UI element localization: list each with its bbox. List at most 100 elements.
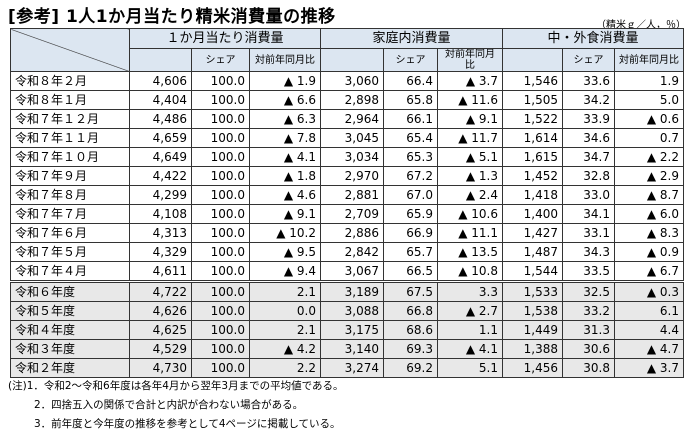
- page-title: [参考] 1人1か月当たり精米消費量の推移: [8, 7, 336, 27]
- header-blank: [502, 48, 563, 72]
- cell-dining-out-yoy: 5.0: [614, 90, 684, 110]
- cell-dining-out-yoy: ▲ 2.2: [614, 147, 684, 167]
- cell-dining-out-yoy: ▲ 0.9: [614, 242, 684, 262]
- cell-home-share: 66.4: [383, 71, 438, 91]
- cell-total: 4,730: [129, 358, 192, 378]
- cell-home-share: 66.8: [383, 301, 438, 321]
- cell-total-yoy: ▲ 10.2: [249, 223, 321, 243]
- cell-total: 4,404: [129, 90, 192, 110]
- month-row: 令和７年９月 4,422 100.0 ▲ 1.8 2,970 67.2 ▲ 1.3 1,452…: [10, 166, 684, 186]
- row-label: 令和７年６月: [10, 223, 130, 243]
- cell-dining-out: 1,456: [502, 358, 563, 378]
- cell-home: 2,964: [320, 109, 384, 129]
- cell-dining-out: 1,418: [502, 185, 563, 205]
- cell-total-yoy: ▲ 9.1: [249, 204, 321, 224]
- cell-dining-out-share: 30.8: [562, 358, 615, 378]
- cell-home-share: 68.6: [383, 320, 438, 340]
- cell-dining-out-share: 34.7: [562, 147, 615, 167]
- cell-total: 4,313: [129, 223, 192, 243]
- cell-total-yoy: ▲ 6.6: [249, 90, 321, 110]
- cell-dining-out-share: 33.5: [562, 261, 615, 282]
- month-row: 令和７年５月 4,329 100.0 ▲ 9.5 2,842 65.7 ▲ 13.5 1,48…: [10, 242, 684, 262]
- row-label: 令和７年１０月: [10, 147, 130, 167]
- cell-total-share: 100.0: [191, 204, 250, 224]
- month-row: 令和７年１０月 4,649 100.0 ▲ 4.1 3,034 65.3 ▲ 5.1 1,61…: [10, 147, 684, 167]
- cell-home-yoy: ▲ 4.1: [437, 339, 503, 359]
- fiscal-year-row: 令和４年度 4,625 100.0 2.1 3,175 68.6 1.1 1,449 31.3 4…: [10, 320, 684, 340]
- cell-home: 3,140: [320, 339, 384, 359]
- cell-dining-out-yoy: 1.9: [614, 71, 684, 91]
- cell-dining-out: 1,533: [502, 280, 563, 302]
- cell-dining-out: 1,487: [502, 242, 563, 262]
- cell-home-share: 65.3: [383, 147, 438, 167]
- cell-home-share: 65.4: [383, 128, 438, 148]
- cell-home: 3,088: [320, 301, 384, 321]
- cell-home: 2,886: [320, 223, 384, 243]
- cell-total-share: 100.0: [191, 242, 250, 262]
- cell-total: 4,649: [129, 147, 192, 167]
- cell-home-yoy: ▲ 5.1: [437, 147, 503, 167]
- cell-dining-out-yoy: 0.7: [614, 128, 684, 148]
- cell-home: 2,842: [320, 242, 384, 262]
- cell-dining-out-share: 34.3: [562, 242, 615, 262]
- cell-total-yoy: 2.2: [249, 358, 321, 378]
- row-label: 令和７年１２月: [10, 109, 130, 129]
- cell-dining-out-share: 33.0: [562, 185, 615, 205]
- cell-total-share: 100.0: [191, 223, 250, 243]
- header-home-consumption: 家庭内消費量: [320, 28, 503, 49]
- cell-total-yoy: 0.0: [249, 301, 321, 321]
- cell-dining-out-yoy: 6.1: [614, 301, 684, 321]
- cell-total: 4,722: [129, 280, 192, 302]
- cell-total: 4,108: [129, 204, 192, 224]
- note-1: (注)1．令和2～令和6年度は各年4月から翌年3月までの平均値である。: [8, 380, 344, 392]
- cell-total-yoy: ▲ 9.4: [249, 261, 321, 282]
- cell-total: 4,486: [129, 109, 192, 129]
- cell-home: 3,067: [320, 261, 384, 282]
- month-row: 令和８年２月 4,606 100.0 ▲ 1.9 3,060 66.4 ▲ 3.7 1,546…: [10, 71, 684, 91]
- cell-dining-out-share: 30.6: [562, 339, 615, 359]
- cell-dining-out-yoy: ▲ 2.9: [614, 166, 684, 186]
- header-share: シェア: [383, 48, 438, 72]
- cell-total-share: 100.0: [191, 166, 250, 186]
- cell-total-share: 100.0: [191, 128, 250, 148]
- month-row: 令和７年１１月 4,659 100.0 ▲ 7.8 3,045 65.4 ▲ 11.7 1,6…: [10, 128, 684, 148]
- cell-dining-out: 1,400: [502, 204, 563, 224]
- row-label: 令和３年度: [10, 339, 130, 359]
- cell-dining-out-share: 31.3: [562, 320, 615, 340]
- header-share: シェア: [191, 48, 250, 72]
- cell-home-yoy: ▲ 11.1: [437, 223, 503, 243]
- cell-total-share: 100.0: [191, 90, 250, 110]
- note-2: 2．四捨五入の関係で合計と内訳が合わない場合がある。: [34, 399, 304, 411]
- cell-home: 3,034: [320, 147, 384, 167]
- cell-dining-out-yoy: ▲ 8.3: [614, 223, 684, 243]
- cell-home-yoy: 3.3: [437, 280, 503, 302]
- fiscal-year-row: 令和３年度 4,529 100.0 ▲ 4.2 3,140 69.3 ▲ 4.1 1,388 3…: [10, 339, 684, 359]
- cell-home-share: 67.0: [383, 185, 438, 205]
- corner-header: [10, 28, 130, 72]
- header-dining-out-consumption: 中・外食消費量: [502, 28, 684, 49]
- row-label: 令和８年１月: [10, 90, 130, 110]
- row-label: 令和７年７月: [10, 204, 130, 224]
- row-label: 令和５年度: [10, 301, 130, 321]
- cell-home: 3,189: [320, 280, 384, 302]
- cell-dining-out-share: 33.9: [562, 109, 615, 129]
- cell-dining-out-yoy: ▲ 0.6: [614, 109, 684, 129]
- cell-total-yoy: 2.1: [249, 320, 321, 340]
- cell-dining-out-share: 33.6: [562, 71, 615, 91]
- row-label: 令和４年度: [10, 320, 130, 340]
- row-label: 令和７年８月: [10, 185, 130, 205]
- row-label: 令和７年９月: [10, 166, 130, 186]
- cell-dining-out: 1,522: [502, 109, 563, 129]
- cell-dining-out: 1,452: [502, 166, 563, 186]
- month-row: 令和７年１２月 4,486 100.0 ▲ 6.3 2,964 66.1 ▲ 9.1 1,52…: [10, 109, 684, 129]
- cell-home-yoy: ▲ 11.7: [437, 128, 503, 148]
- cell-total-share: 100.0: [191, 185, 250, 205]
- cell-dining-out-share: 32.8: [562, 166, 615, 186]
- cell-home: 2,970: [320, 166, 384, 186]
- cell-home-share: 65.9: [383, 204, 438, 224]
- month-row: 令和７年８月 4,299 100.0 ▲ 4.6 2,881 67.0 ▲ 2.4 1,418…: [10, 185, 684, 205]
- row-label: 令和７年５月: [10, 242, 130, 262]
- cell-home-yoy: ▲ 13.5: [437, 242, 503, 262]
- cell-total-yoy: ▲ 4.1: [249, 147, 321, 167]
- cell-dining-out-yoy: ▲ 0.3: [614, 280, 684, 302]
